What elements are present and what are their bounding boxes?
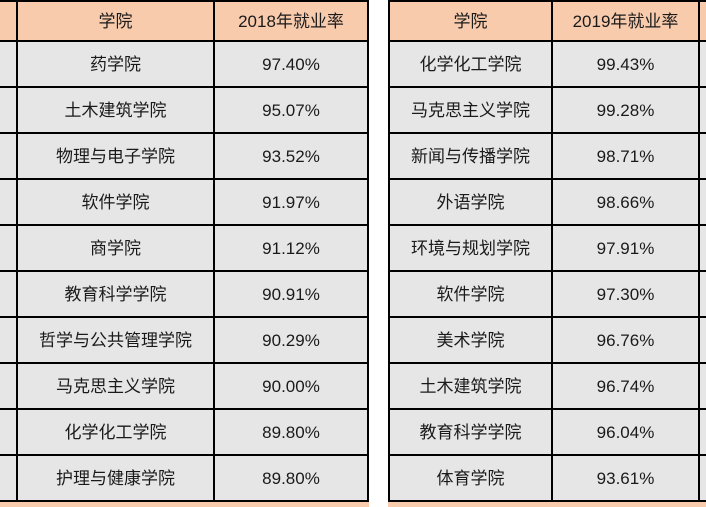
rate-cell: 97.40% bbox=[215, 42, 369, 88]
cutoff-column-stub bbox=[0, 2, 18, 42]
rate-cell: 90.91% bbox=[215, 272, 369, 318]
table-row: 美术学院 96.76% bbox=[390, 318, 706, 364]
table-row: 教育科学学院 90.91% bbox=[0, 272, 369, 318]
table-row: 软件学院 97.30% bbox=[390, 272, 706, 318]
college-cell: 软件学院 bbox=[390, 272, 553, 318]
rate-cell: 89.80% bbox=[215, 456, 369, 502]
cutoff-column-stub bbox=[0, 456, 18, 502]
cutoff-column-stub bbox=[700, 318, 706, 364]
employment-table-2019: 学院 2019年就业率 化学化工学院 99.43% 马克思主义学院 99.28% 新闻与… bbox=[388, 0, 706, 502]
rate-cell: 98.66% bbox=[553, 180, 700, 226]
table-row: 药学院 97.40% bbox=[0, 42, 369, 88]
college-cell: 物理与电子学院 bbox=[18, 134, 215, 180]
rate-cell: 90.00% bbox=[215, 364, 369, 410]
rate-cell: 97.91% bbox=[553, 226, 700, 272]
cutoff-column-stub bbox=[0, 272, 18, 318]
cutoff-column-stub bbox=[0, 364, 18, 410]
cutoff-column-stub bbox=[700, 364, 706, 410]
rate-cell: 95.07% bbox=[215, 88, 369, 134]
college-cell: 新闻与传播学院 bbox=[390, 134, 553, 180]
table-row: 马克思主义学院 99.28% bbox=[390, 88, 706, 134]
table-row: 外语学院 98.66% bbox=[390, 180, 706, 226]
table-row: 马克思主义学院 90.00% bbox=[0, 364, 369, 410]
rate-cell: 99.43% bbox=[553, 42, 700, 88]
rate-2019-header: 2019年就业率 bbox=[553, 2, 700, 42]
table-row: 土木建筑学院 95.07% bbox=[0, 88, 369, 134]
college-cell: 马克思主义学院 bbox=[18, 364, 215, 410]
college-cell: 教育科学学院 bbox=[390, 410, 553, 456]
cropped-next-header-strip bbox=[388, 502, 706, 507]
cutoff-column-stub bbox=[700, 410, 706, 456]
college-cell: 软件学院 bbox=[18, 180, 215, 226]
college-cell: 环境与规划学院 bbox=[390, 226, 553, 272]
college-cell: 美术学院 bbox=[390, 318, 553, 364]
cutoff-column-stub bbox=[700, 456, 706, 502]
rate-cell: 91.97% bbox=[215, 180, 369, 226]
cutoff-column-stub bbox=[0, 410, 18, 456]
college-cell: 土木建筑学院 bbox=[18, 88, 215, 134]
college-cell: 化学化工学院 bbox=[18, 410, 215, 456]
table-header-row: 学院 2018年就业率 bbox=[0, 2, 369, 42]
rate-cell: 98.71% bbox=[553, 134, 700, 180]
college-cell: 教育科学学院 bbox=[18, 272, 215, 318]
table-row: 化学化工学院 89.80% bbox=[0, 410, 369, 456]
college-cell: 外语学院 bbox=[390, 180, 553, 226]
table-row: 环境与规划学院 97.91% bbox=[390, 226, 706, 272]
college-cell: 马克思主义学院 bbox=[390, 88, 553, 134]
table-row: 护理与健康学院 89.80% bbox=[0, 456, 369, 502]
cutoff-column-stub bbox=[0, 226, 18, 272]
rate-cell: 99.28% bbox=[553, 88, 700, 134]
table-row: 土木建筑学院 96.74% bbox=[390, 364, 706, 410]
college-cell: 药学院 bbox=[18, 42, 215, 88]
cutoff-column-stub bbox=[0, 180, 18, 226]
college-cell: 护理与健康学院 bbox=[18, 456, 215, 502]
table-row: 化学化工学院 99.43% bbox=[390, 42, 706, 88]
rate-cell: 89.80% bbox=[215, 410, 369, 456]
cutoff-column-stub bbox=[700, 88, 706, 134]
table-row: 哲学与公共管理学院 90.29% bbox=[0, 318, 369, 364]
cutoff-column-stub bbox=[0, 42, 18, 88]
rate-cell: 93.52% bbox=[215, 134, 369, 180]
table-row: 物理与电子学院 93.52% bbox=[0, 134, 369, 180]
cutoff-column-stub bbox=[700, 134, 706, 180]
college-cell: 商学院 bbox=[18, 226, 215, 272]
table-header-row: 学院 2019年就业率 bbox=[390, 2, 706, 42]
cutoff-column-stub bbox=[700, 272, 706, 318]
cutoff-column-stub bbox=[0, 88, 18, 134]
employment-table-2018: 学院 2018年就业率 药学院 97.40% 土木建筑学院 95.07% 物理与电子学院… bbox=[0, 0, 369, 502]
college-cell: 化学化工学院 bbox=[390, 42, 553, 88]
cutoff-column-stub bbox=[700, 2, 706, 42]
college-cell: 土木建筑学院 bbox=[390, 364, 553, 410]
table-row: 软件学院 91.97% bbox=[0, 180, 369, 226]
rate-2018-header: 2018年就业率 bbox=[215, 2, 369, 42]
table-row: 商学院 91.12% bbox=[0, 226, 369, 272]
table-row: 体育学院 93.61% bbox=[390, 456, 706, 502]
rate-cell: 97.30% bbox=[553, 272, 700, 318]
rate-cell: 91.12% bbox=[215, 226, 369, 272]
cutoff-column-stub bbox=[0, 318, 18, 364]
rate-cell: 93.61% bbox=[553, 456, 700, 502]
cutoff-column-stub bbox=[700, 180, 706, 226]
college-cell: 哲学与公共管理学院 bbox=[18, 318, 215, 364]
cropped-next-header-strip bbox=[0, 502, 369, 507]
cutoff-column-stub bbox=[700, 42, 706, 88]
college-header: 学院 bbox=[390, 2, 553, 42]
rate-cell: 96.74% bbox=[553, 364, 700, 410]
cutoff-column-stub bbox=[0, 134, 18, 180]
table-row: 新闻与传播学院 98.71% bbox=[390, 134, 706, 180]
rate-cell: 96.76% bbox=[553, 318, 700, 364]
rate-cell: 90.29% bbox=[215, 318, 369, 364]
rate-cell: 96.04% bbox=[553, 410, 700, 456]
college-cell: 体育学院 bbox=[390, 456, 553, 502]
cutoff-column-stub bbox=[700, 226, 706, 272]
table-row: 教育科学学院 96.04% bbox=[390, 410, 706, 456]
college-header: 学院 bbox=[18, 2, 215, 42]
